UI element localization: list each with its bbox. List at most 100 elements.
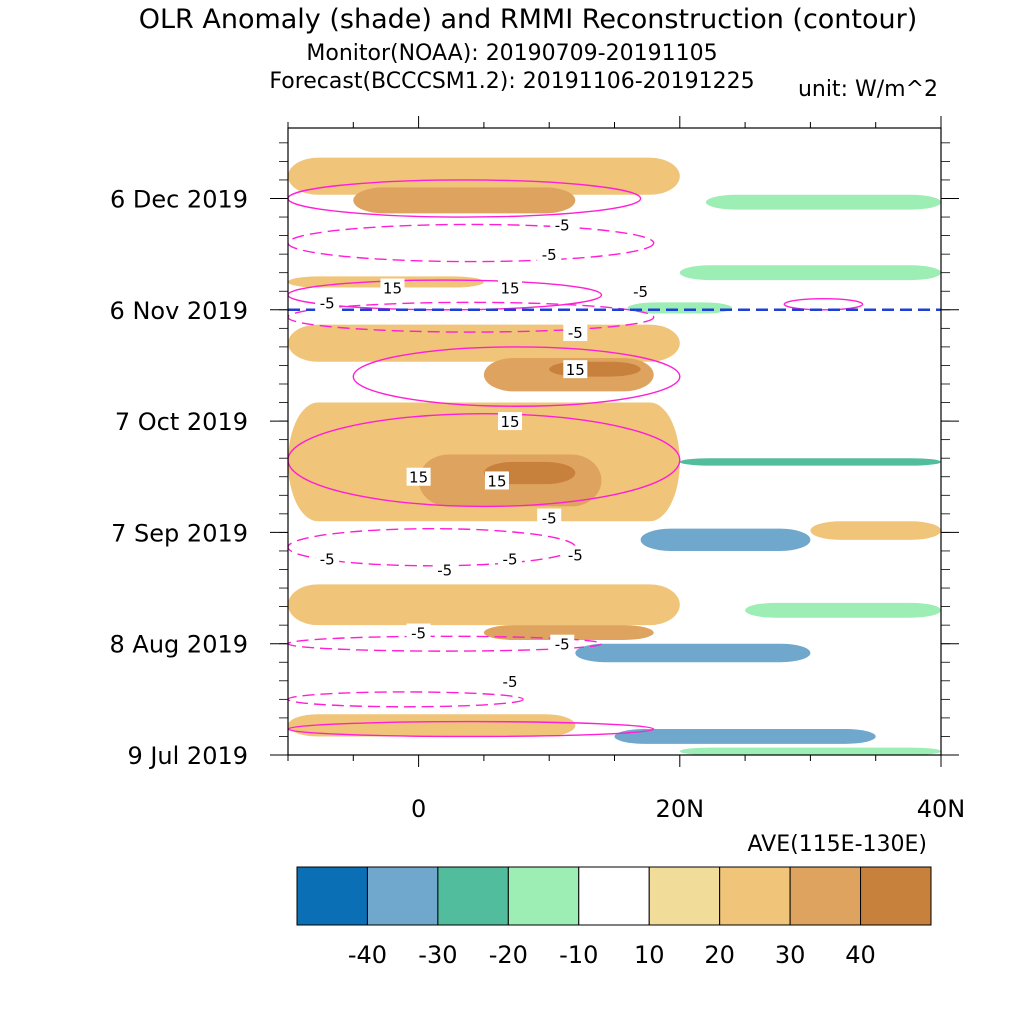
contour-label: 15 <box>487 472 506 490</box>
contour-label-box <box>498 549 523 568</box>
olr-band <box>288 324 680 362</box>
olr-band <box>288 157 680 195</box>
contour-label-box <box>315 293 340 312</box>
contour-label-box <box>380 278 405 297</box>
chart-subtitle-forecast: Forecast(BCCCSM1.2): 20191106-20191225 <box>269 69 754 94</box>
olr-band <box>705 194 941 210</box>
olr-band <box>679 458 941 466</box>
colorbar-box <box>789 866 862 926</box>
contour-label-box <box>550 634 575 653</box>
olr-band <box>679 265 941 281</box>
x-tick-label: 40N <box>917 795 966 823</box>
contour-label-box <box>628 282 653 301</box>
olr-band <box>575 643 811 663</box>
olr-band <box>640 528 811 551</box>
colorbar-box <box>860 866 932 926</box>
contour-labels: -5 -5 15 15 -5 -5 -5 15 15 15 15 -5 -5 -5 -5 -5 -5 -5 -5 <box>315 215 653 691</box>
y-tick-label: 9 Jul 2019 <box>127 742 248 770</box>
olr-band <box>353 187 576 214</box>
olr-band <box>288 584 680 626</box>
colorbar-label: 40 <box>845 941 876 969</box>
negative-contour <box>288 635 603 652</box>
contour-label-box <box>563 323 588 342</box>
olr-band <box>614 729 876 744</box>
contour-label: -5 <box>320 294 335 312</box>
x-tick-label: 20N <box>656 795 705 823</box>
colorbar-label: 20 <box>704 941 735 969</box>
olr-band <box>549 361 641 377</box>
contour-label-box <box>537 245 562 264</box>
contour-label: -5 <box>633 283 648 301</box>
contour-label: 15 <box>383 280 402 298</box>
colorbar-box <box>648 866 721 926</box>
x-tick-label: 0 <box>411 795 426 823</box>
contour-label: 15 <box>500 280 519 298</box>
contour-label: -5 <box>503 673 518 691</box>
y-tick-label: 6 Nov 2019 <box>110 297 248 325</box>
y-tick-label: 7 Sep 2019 <box>111 519 248 547</box>
contour-label-box <box>315 549 340 568</box>
contour-label-box <box>537 508 562 527</box>
contour-label: 15 <box>566 361 585 379</box>
positive-contour <box>783 297 864 311</box>
contour-label-box <box>498 278 523 297</box>
positive-contour <box>288 720 655 738</box>
contour-label: -5 <box>555 216 570 234</box>
colorbar-label: -20 <box>489 941 528 969</box>
negative-contour <box>288 223 655 263</box>
contour-label: -5 <box>542 246 557 264</box>
contour-label-box <box>432 560 457 579</box>
x-axis-label: AVE(115E-130E) <box>748 832 927 857</box>
chart-title: OLR Anomaly (shade) and RMMI Reconstruct… <box>139 4 918 35</box>
colorbar-box <box>719 866 791 926</box>
contour-label: -5 <box>503 550 518 568</box>
contour-label-box <box>498 671 523 690</box>
colorbar-box <box>366 866 439 926</box>
positive-contour <box>288 279 603 311</box>
y-tick-label: 8 Aug 2019 <box>110 631 248 659</box>
contour-label: -5 <box>320 550 335 568</box>
contour-label: -5 <box>542 510 557 528</box>
contour-label: 15 <box>500 413 519 431</box>
colorbar-label: -10 <box>559 941 598 969</box>
positive-contour <box>288 179 642 218</box>
contour-label: -5 <box>437 561 452 579</box>
y-axis: 9 Jul 2019 8 Aug 2019 7 Sep 2019 7 Oct 2019… <box>110 142 959 770</box>
olr-band <box>679 747 941 755</box>
x-axis: 0 20N 40N <box>287 116 966 823</box>
colorbar-box <box>437 866 509 926</box>
colorbar-label: -40 <box>348 941 387 969</box>
olr-band <box>483 625 654 640</box>
contour-label-box <box>550 215 575 234</box>
olr-band <box>810 521 941 540</box>
colorbar-label: 30 <box>775 941 806 969</box>
contour-label-box <box>498 412 523 431</box>
olr-band <box>745 602 941 618</box>
contour-label-box <box>563 545 588 564</box>
negative-contour <box>288 301 655 333</box>
colorbar-box <box>578 866 650 926</box>
contour-label: 15 <box>409 469 428 487</box>
colorbar-box <box>296 866 368 926</box>
positive-contour <box>288 412 681 508</box>
y-tick-label: 7 Oct 2019 <box>115 408 248 436</box>
contour-label: -5 <box>568 547 583 565</box>
olr-shading <box>288 157 941 755</box>
positive-contour <box>352 346 681 407</box>
colorbar-label: -30 <box>418 941 457 969</box>
negative-contour <box>288 691 524 708</box>
contour-label: -5 <box>411 625 426 643</box>
chart-subtitle-monitor: Monitor(NOAA): 20190709-20191105 <box>306 41 717 66</box>
contour-label-box <box>563 360 588 379</box>
contour-label: -5 <box>568 324 583 342</box>
contour-label-box <box>484 471 509 490</box>
contour-label-box <box>406 467 431 486</box>
olr-band <box>288 714 576 737</box>
olr-band <box>444 239 680 255</box>
y-tick-label: 6 Dec 2019 <box>110 185 248 213</box>
contour-label-box <box>406 623 431 642</box>
colorbar: -40 -30 -20 -10 10 20 30 40 <box>296 866 932 969</box>
unit-label: unit: W/m^2 <box>798 77 938 102</box>
colorbar-label: 10 <box>634 941 665 969</box>
